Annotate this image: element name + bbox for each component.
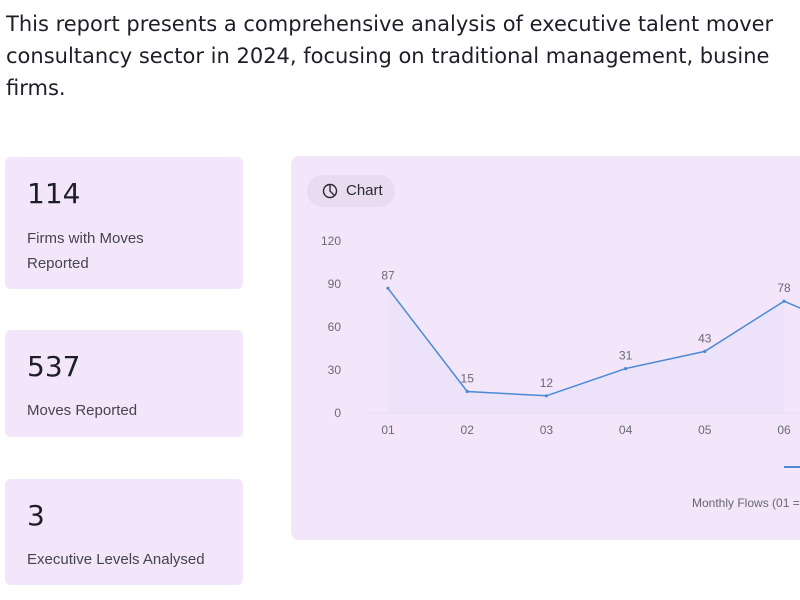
data-point [624,366,628,371]
report-intro: This report presents a comprehensive ana… [6,8,800,104]
line-chart: 0 30 60 90 120 01 02 03 04 05 06 87 15 12 31 43 78 [321,234,800,468]
y-tick-label: 0 [334,406,341,420]
stat-card-moves: 537 Moves Reported [5,330,243,437]
series-line-continuation [783,300,800,309]
data-point [386,286,390,290]
intro-line-2: consultancy sector in 2024, focusing on … [6,44,770,68]
data-label: 87 [381,268,395,282]
y-tick-label: 60 [328,320,342,334]
intro-line-1: This report presents a comprehensive ana… [6,12,774,36]
data-point [544,394,548,398]
data-point [465,389,469,394]
x-tick-label: 01 [381,423,395,437]
stat-label: Firms with Moves Reported [27,226,227,276]
x-tick-label: 02 [461,423,475,437]
data-point [782,299,786,303]
data-label: 31 [619,349,633,363]
data-label: 12 [540,376,554,390]
pie-chart-icon [322,183,338,199]
stat-value: 3 [27,499,45,532]
data-point [703,349,707,353]
x-tick-label: 03 [540,423,554,437]
stat-label: Moves Reported [27,402,138,419]
series-line [387,287,785,397]
chart-toggle-label: Chart [346,182,383,199]
y-tick-label: 90 [328,277,342,291]
stat-value: 114 [27,177,81,210]
area-fill [388,288,784,413]
stat-card-levels: 3 Executive Levels Analysed [5,479,243,585]
x-tick-label: 04 [619,423,633,437]
data-label: 43 [698,331,712,345]
chart-toggle-button[interactable]: Chart [307,175,395,207]
stat-label: Executive Levels Analysed [27,551,205,568]
stat-card-firms: 114 Firms with Moves Reported [5,157,243,289]
chart-footnote: Monthly Flows (01 = [692,496,800,510]
y-tick-label: 30 [328,363,342,377]
chart-panel: Chart 0 30 60 90 120 01 02 03 04 05 06 87 15 12 31 43 78… [291,156,800,540]
data-label: 15 [461,372,475,386]
stat-label-line-1: Firms with Moves [27,230,144,247]
x-tick-label: 06 [777,423,791,437]
stat-label-line-2: Reported [27,255,89,272]
y-tick-label: 120 [321,234,341,248]
data-label: 78 [777,281,791,295]
intro-line-3: firms. [6,76,66,100]
stat-value: 537 [27,350,81,383]
x-tick-label: 05 [698,423,712,437]
